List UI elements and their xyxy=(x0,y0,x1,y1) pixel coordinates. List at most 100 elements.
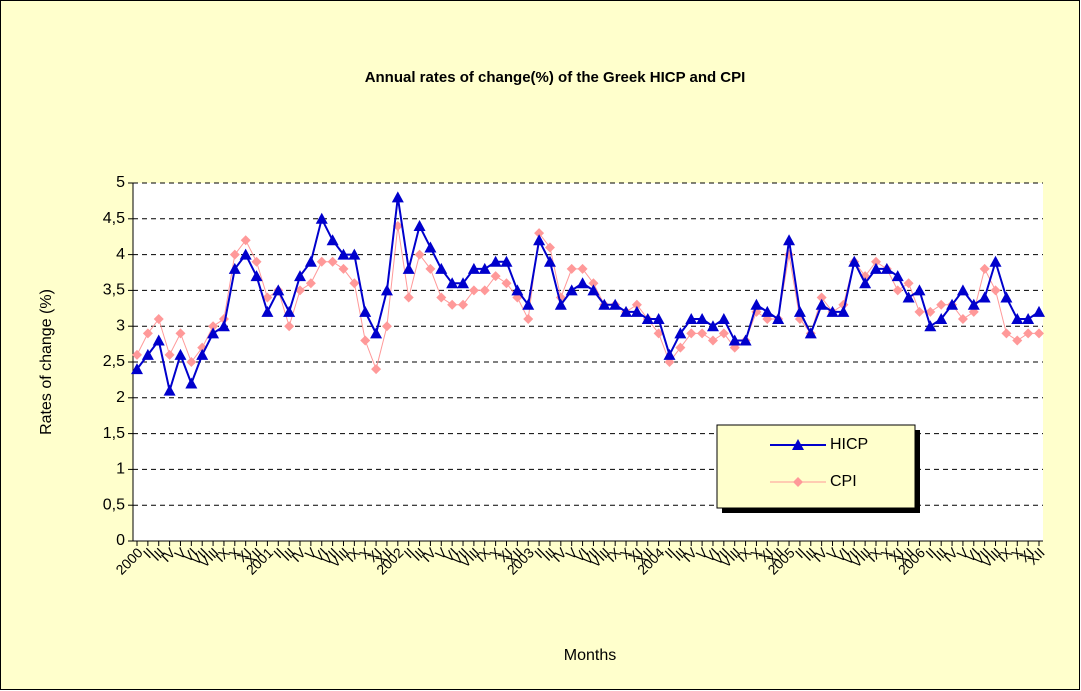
data-point xyxy=(163,384,176,396)
data-point xyxy=(837,305,850,317)
data-point xyxy=(142,328,153,339)
data-point xyxy=(533,234,546,246)
data-point xyxy=(914,306,925,317)
data-point xyxy=(403,292,414,303)
data-point xyxy=(1033,305,1045,317)
y-tick-label: 2 xyxy=(116,389,125,406)
data-point xyxy=(501,278,512,289)
y-tick-label: 2,5 xyxy=(103,353,125,370)
data-point xyxy=(349,278,360,289)
data-point xyxy=(294,270,307,282)
data-point xyxy=(609,298,622,310)
y-tick-label: 5 xyxy=(116,174,125,191)
data-point xyxy=(717,313,730,325)
data-point xyxy=(305,278,316,289)
data-point xyxy=(479,285,490,296)
data-point xyxy=(598,298,611,310)
data-point xyxy=(371,364,382,375)
data-point xyxy=(185,377,198,389)
data-point xyxy=(478,262,491,274)
data-point xyxy=(936,299,947,310)
data-point xyxy=(675,342,686,353)
data-point xyxy=(196,348,209,360)
data-point xyxy=(631,299,642,310)
data-point xyxy=(251,256,262,267)
data-point xyxy=(174,348,187,360)
data-point xyxy=(207,327,220,339)
data-point xyxy=(152,334,165,346)
data-point xyxy=(164,349,175,360)
data-point xyxy=(435,262,448,274)
data-point xyxy=(891,270,904,282)
y-tick-label: 3 xyxy=(116,317,125,334)
data-point xyxy=(240,235,251,246)
data-point xyxy=(1011,313,1024,325)
data-point xyxy=(686,328,697,339)
data-point xyxy=(228,262,241,274)
data-point xyxy=(414,249,425,260)
data-point xyxy=(978,291,991,303)
data-point xyxy=(848,255,861,267)
data-point xyxy=(338,263,349,274)
data-point xyxy=(348,248,361,260)
legend-box xyxy=(716,424,916,509)
data-point xyxy=(436,292,447,303)
data-point xyxy=(750,298,763,310)
data-point xyxy=(1000,291,1013,303)
data-point xyxy=(457,277,470,289)
data-point xyxy=(468,285,479,296)
data-point xyxy=(804,327,817,339)
data-point xyxy=(663,348,676,360)
data-point xyxy=(925,306,936,317)
y-tick-label: 1 xyxy=(116,461,125,478)
data-point xyxy=(913,284,926,296)
data-point xyxy=(391,191,404,203)
data-point xyxy=(522,298,535,310)
y-tick-label: 0 xyxy=(116,532,125,549)
data-point xyxy=(326,234,339,246)
data-point xyxy=(880,262,893,274)
data-point xyxy=(859,277,872,289)
data-point xyxy=(892,285,903,296)
data-point xyxy=(544,242,555,253)
legend: HICP CPI xyxy=(716,424,920,513)
y-tick-label: 1,5 xyxy=(103,425,125,442)
data-point xyxy=(696,313,709,325)
data-point xyxy=(728,334,741,346)
data-point xyxy=(447,299,458,310)
data-point xyxy=(534,228,545,239)
chart-title: Annual rates of change(%) of the Greek H… xyxy=(365,69,746,86)
data-point xyxy=(902,291,915,303)
data-point xyxy=(903,278,914,289)
data-point xyxy=(511,284,524,296)
data-point xyxy=(272,284,285,296)
data-point xyxy=(360,335,371,346)
y-tick-label: 3,5 xyxy=(103,282,125,299)
data-point xyxy=(284,321,295,332)
data-point xyxy=(1023,328,1034,339)
data-point xyxy=(315,212,328,224)
data-point xyxy=(979,263,990,274)
data-point xyxy=(826,305,839,317)
data-point xyxy=(577,263,588,274)
data-point xyxy=(641,313,654,325)
data-point xyxy=(946,298,959,310)
data-point xyxy=(262,292,273,303)
y-axis-label: Rates of change (%) xyxy=(38,289,55,435)
data-point xyxy=(924,320,937,332)
data-point xyxy=(458,299,469,310)
legend-label: CPI xyxy=(830,473,857,490)
data-point xyxy=(588,278,599,289)
data-point xyxy=(739,334,752,346)
data-point xyxy=(870,256,881,267)
data-point xyxy=(153,314,164,325)
legend-marker xyxy=(792,439,804,450)
data-point xyxy=(402,262,415,274)
data-point xyxy=(489,255,502,267)
data-point xyxy=(370,327,383,339)
data-point xyxy=(295,285,306,296)
data-point xyxy=(283,305,296,317)
data-point xyxy=(587,284,600,296)
data-point xyxy=(706,320,719,332)
